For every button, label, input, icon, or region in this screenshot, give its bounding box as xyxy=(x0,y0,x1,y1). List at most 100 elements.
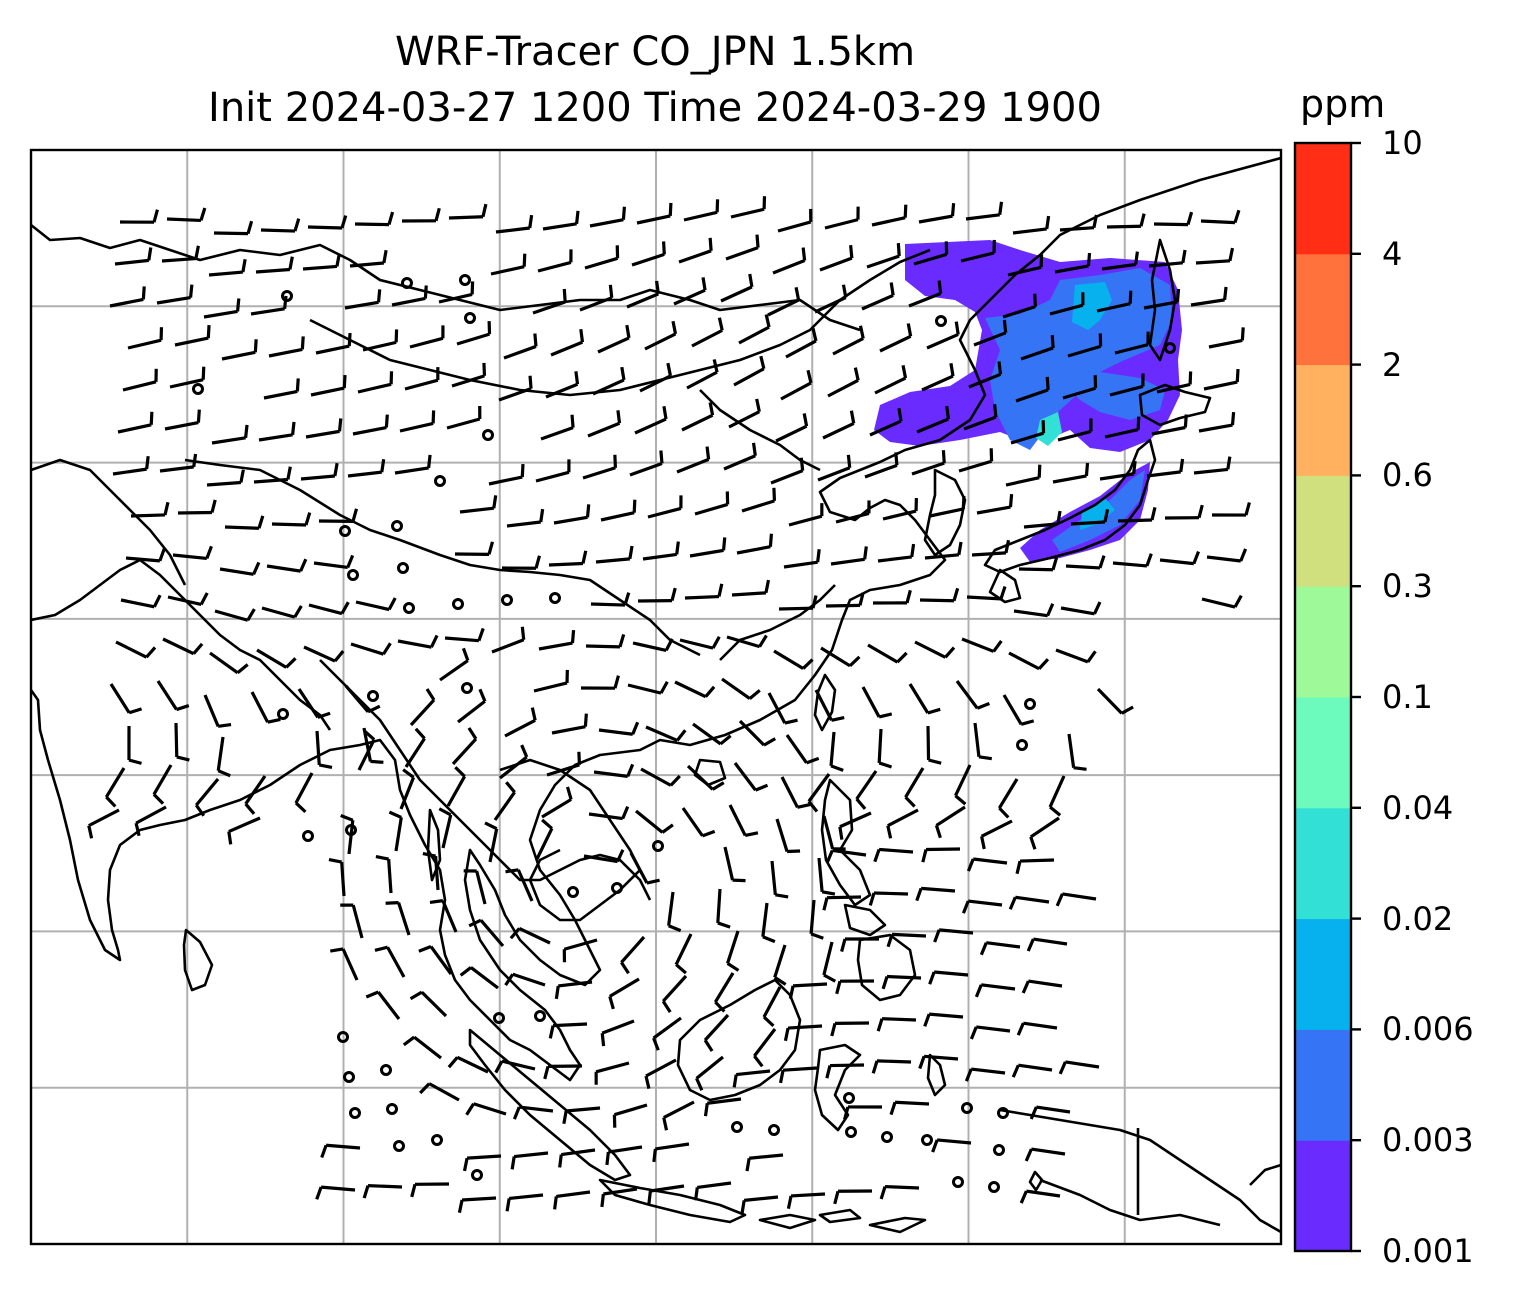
wind-barb xyxy=(104,767,126,808)
wind-barb xyxy=(788,503,824,527)
wind-barb xyxy=(1208,327,1245,349)
wind-barb xyxy=(877,543,916,563)
calm-wind-marker xyxy=(611,882,623,894)
wind-barb xyxy=(686,359,719,390)
wind-barb xyxy=(740,1195,779,1214)
wind-barb xyxy=(1018,556,1059,572)
wind-barb xyxy=(830,1021,870,1037)
calm-wind-marker xyxy=(1016,739,1028,751)
wind-barb xyxy=(629,450,664,477)
calm-wind-marker xyxy=(343,1071,355,1083)
wind-barb xyxy=(1096,687,1134,715)
wind-barb xyxy=(681,807,716,838)
wind-barb xyxy=(908,280,943,308)
wind-barb xyxy=(505,868,534,902)
wind-barb xyxy=(872,589,912,605)
colorbar-segment xyxy=(1295,807,1351,920)
wind-barb xyxy=(463,869,487,905)
colorbar-segment xyxy=(1295,1029,1351,1141)
calm-wind-marker xyxy=(345,824,357,836)
wind-barb xyxy=(1153,211,1194,227)
wind-barb xyxy=(877,728,893,769)
wind-barb xyxy=(550,329,585,357)
wind-barb xyxy=(305,418,343,439)
wind-barb xyxy=(590,592,631,607)
wind-barb xyxy=(960,239,996,263)
calm-wind-marker xyxy=(403,602,415,614)
wind-barb xyxy=(302,253,341,271)
wind-barb xyxy=(344,289,382,310)
wind-barb xyxy=(882,498,918,521)
wind-barb xyxy=(703,1097,742,1117)
wind-barb xyxy=(783,1024,823,1042)
wind-barb xyxy=(904,767,925,808)
wind-barb xyxy=(541,786,573,819)
wind-barb xyxy=(347,459,386,478)
wind-barb xyxy=(542,210,580,231)
colorbar-tick-label: 0.001 xyxy=(1382,1232,1474,1270)
wind-barb xyxy=(206,469,245,487)
border-southeast-asia xyxy=(319,659,652,901)
calm-wind-marker xyxy=(337,1031,349,1043)
wind-barb xyxy=(134,805,167,837)
wind-barb xyxy=(1029,1105,1071,1120)
calm-wind-marker xyxy=(549,592,561,604)
wind-barb xyxy=(691,317,724,348)
wind-barb xyxy=(512,1105,554,1120)
wind-barb xyxy=(632,638,674,652)
wind-barb xyxy=(493,781,516,821)
wind-barb xyxy=(585,633,626,649)
wind-barb xyxy=(868,891,909,906)
wind-barb xyxy=(271,512,312,527)
wind-barb xyxy=(1148,249,1187,268)
wind-barb xyxy=(954,764,972,806)
wind-barb xyxy=(886,808,919,839)
wind-barb xyxy=(211,424,249,445)
wind-barb xyxy=(203,298,241,319)
wind-barb xyxy=(117,411,154,434)
wind-barb xyxy=(308,601,350,616)
wind-barb xyxy=(253,466,292,484)
wind-barb xyxy=(546,751,582,777)
wind-barb xyxy=(1020,334,1055,361)
wind-barb xyxy=(109,683,143,715)
colorbar xyxy=(1295,143,1351,1252)
wind-barb xyxy=(1117,506,1157,523)
wind-barb xyxy=(538,629,576,651)
wind-barb xyxy=(318,508,359,523)
wind-barb xyxy=(966,857,1008,872)
wind-barb xyxy=(788,982,828,999)
colorbar-tick-label: 0.02 xyxy=(1382,899,1454,938)
wind-barb xyxy=(401,207,441,223)
wind-barb xyxy=(645,725,687,742)
wind-barb xyxy=(822,895,862,911)
wind-barb xyxy=(439,647,470,682)
wind-barb xyxy=(422,852,440,891)
border-himalaya xyxy=(184,458,701,657)
wind-barb xyxy=(889,1100,930,1116)
coastline-hainan xyxy=(693,758,727,787)
wind-barb xyxy=(679,635,721,650)
calm-wind-marker xyxy=(501,594,513,606)
border-central-asia xyxy=(31,223,861,332)
wind-barb xyxy=(543,1064,583,1080)
wind-barb xyxy=(676,446,711,474)
wind-barb xyxy=(320,1143,361,1159)
calm-wind-marker xyxy=(464,312,476,324)
border-china-east xyxy=(699,389,836,661)
wind-barb xyxy=(879,1184,920,1200)
wind-barb xyxy=(1049,292,1085,316)
wind-barb xyxy=(583,849,625,864)
calm-wind-marker xyxy=(768,1124,780,1136)
coastline-indian-subcontinent-west xyxy=(31,558,332,731)
wind-barb xyxy=(130,501,170,518)
colorbar-tick-label: 0.1 xyxy=(1382,678,1433,716)
wind-barb xyxy=(491,626,526,654)
wind-barb xyxy=(127,327,164,350)
wind-barb xyxy=(1002,293,1037,319)
wind-barb xyxy=(908,683,941,715)
colorbar-tick-label: 2 xyxy=(1382,345,1403,384)
wind-barb xyxy=(451,727,478,766)
wind-barb xyxy=(964,1067,1006,1082)
